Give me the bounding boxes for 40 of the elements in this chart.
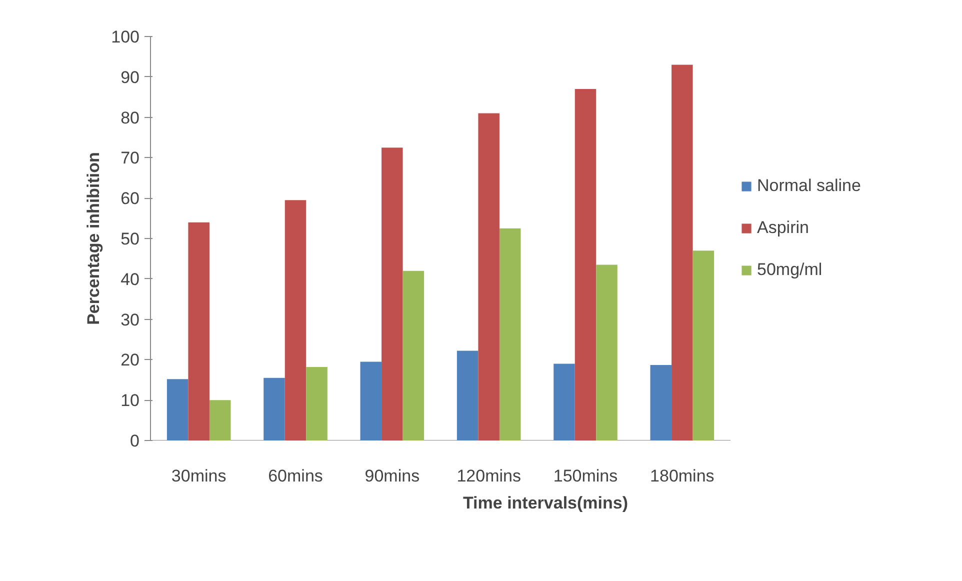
- y-tick-label: 80: [120, 108, 140, 128]
- bar: [188, 222, 210, 440]
- bar: [360, 362, 382, 440]
- bar: [284, 200, 306, 440]
- bar: [650, 364, 672, 440]
- bar: [264, 378, 285, 440]
- bar: [166, 379, 188, 440]
- x-tick-label: 30mins: [171, 466, 226, 486]
- legend-label: Normal saline: [757, 176, 861, 196]
- y-tick-label: 10: [120, 391, 140, 410]
- y-tick-label: 60: [120, 189, 140, 208]
- y-tick-label: 100: [111, 28, 140, 46]
- bar: [692, 250, 714, 440]
- bar: [382, 148, 403, 440]
- x-tick-label: 60mins: [268, 466, 323, 486]
- y-tick-label: 30: [120, 310, 140, 330]
- bar: [456, 350, 478, 440]
- bar: [478, 113, 500, 440]
- y-axis-title: Percentage inhibition: [84, 152, 104, 325]
- legend-label: Aspirin: [757, 218, 809, 238]
- bar: [209, 400, 231, 440]
- bar: [672, 64, 693, 440]
- y-tick-label: 40: [120, 270, 140, 289]
- y-tick-label: 0: [130, 432, 140, 450]
- bar: [554, 364, 575, 440]
- y-tick-label: 20: [120, 350, 140, 370]
- legend-label: 50mg/ml: [757, 260, 822, 280]
- y-tick-label: 90: [120, 68, 140, 87]
- y-tick-label: 70: [120, 148, 140, 168]
- x-tick-label: 90mins: [364, 466, 420, 486]
- x-tick-label: 180mins: [650, 466, 714, 486]
- bar: [499, 228, 521, 440]
- x-tick-label: 120mins: [456, 466, 521, 486]
- bar: [306, 366, 328, 440]
- x-axis-title: Time intervals(mins): [462, 494, 628, 512]
- bar: [596, 264, 618, 440]
- bar: [574, 89, 596, 440]
- x-tick-label: 150mins: [553, 466, 618, 486]
- y-tick-label: 50: [120, 230, 140, 248]
- bar: [402, 270, 424, 440]
